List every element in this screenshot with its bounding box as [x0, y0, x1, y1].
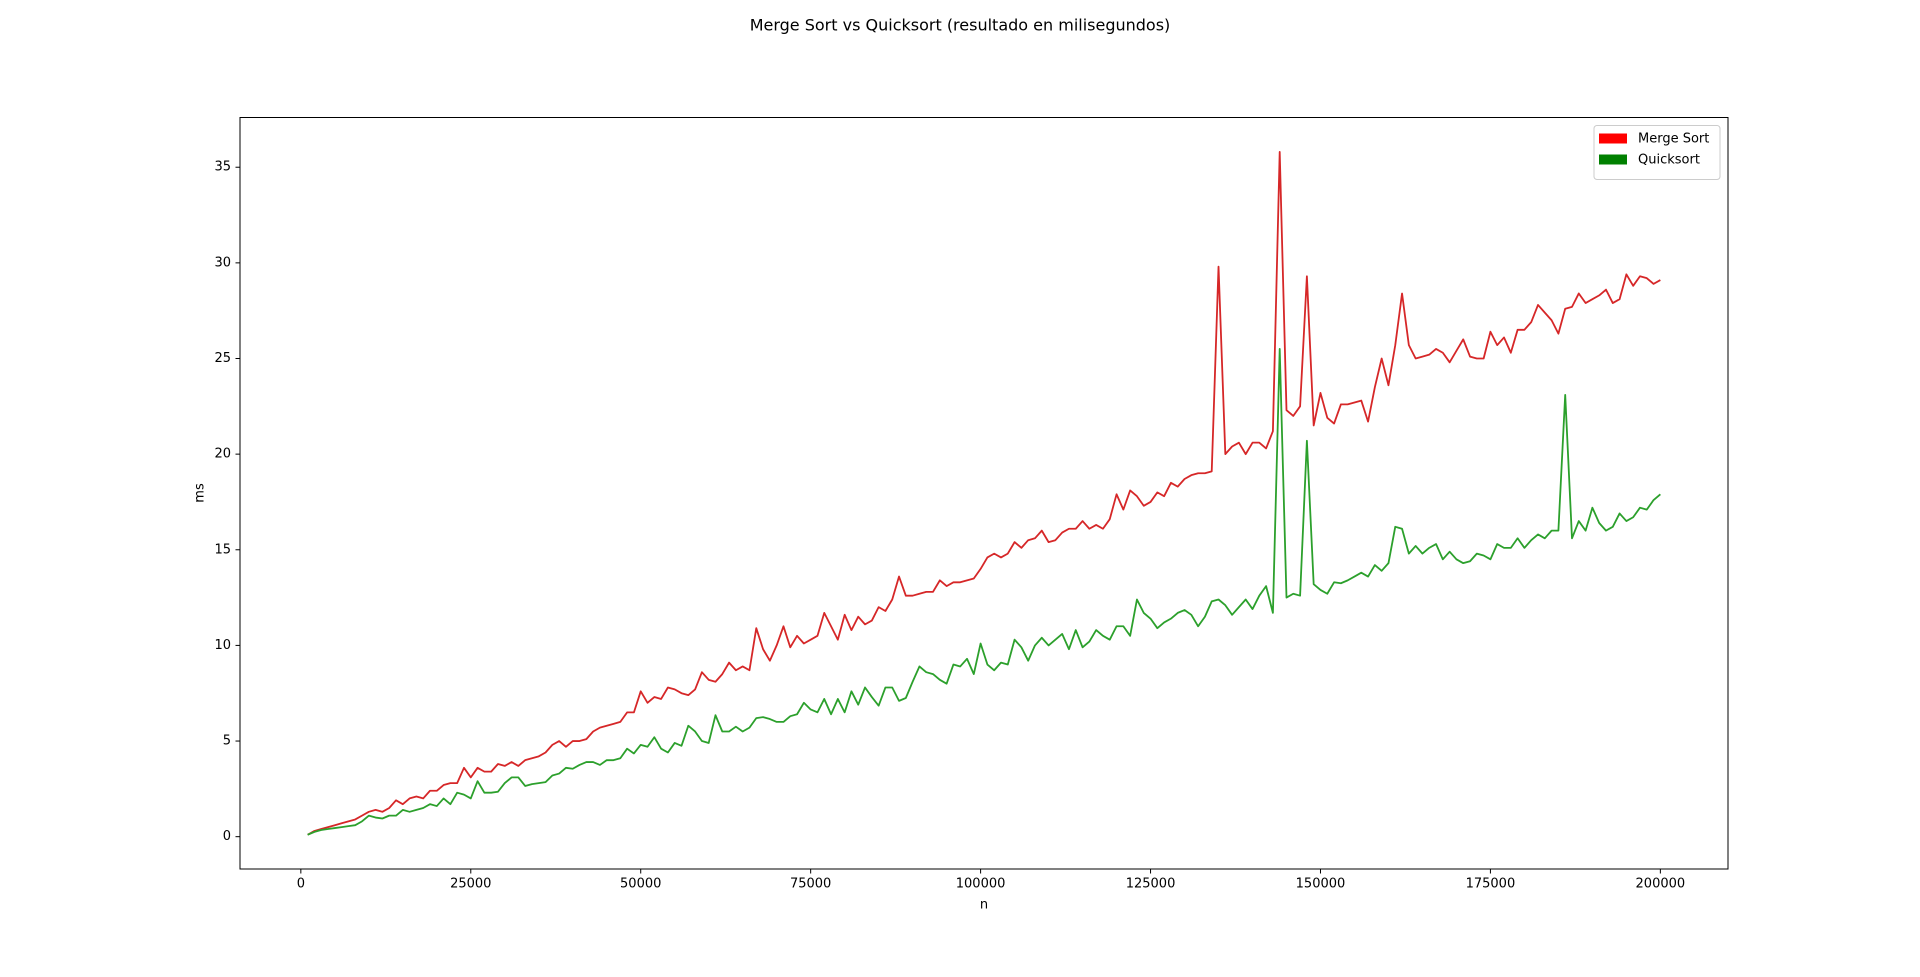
series-line — [307, 348, 1661, 836]
series-line — [307, 151, 1661, 836]
y-tick-label: 20 — [214, 447, 231, 462]
x-tick-label: 0 — [297, 877, 305, 892]
x-axis-label: n — [980, 898, 988, 913]
legend-swatch — [1599, 133, 1627, 144]
x-tick-label: 100000 — [956, 877, 1006, 892]
y-tick-label: 35 — [214, 160, 231, 175]
legend-label: Quicksort — [1638, 153, 1700, 168]
y-tick-label: 10 — [214, 638, 231, 653]
y-tick-label: 0 — [223, 829, 231, 844]
x-tick-label: 25000 — [450, 877, 491, 892]
x-tick-label: 200000 — [1636, 877, 1686, 892]
y-tick-label: 30 — [214, 255, 231, 270]
legend-label: Merge Sort — [1638, 132, 1709, 147]
x-tick-label: 175000 — [1466, 877, 1516, 892]
legend-swatch — [1599, 154, 1627, 165]
y-axis-label: ms — [193, 483, 208, 503]
plot-frame — [239, 117, 1729, 870]
y-tick-label: 15 — [214, 542, 231, 557]
chart-title: Merge Sort vs Quicksort (resultado en mi… — [750, 16, 1171, 35]
x-tick-label: 75000 — [790, 877, 831, 892]
y-tick-label: 5 — [223, 734, 231, 749]
x-tick-label: 150000 — [1296, 877, 1346, 892]
legend: Merge Sort Quicksort — [1593, 125, 1721, 180]
y-tick-label: 25 — [214, 351, 231, 366]
x-tick-label: 125000 — [1126, 877, 1176, 892]
x-tick-label: 50000 — [620, 877, 661, 892]
